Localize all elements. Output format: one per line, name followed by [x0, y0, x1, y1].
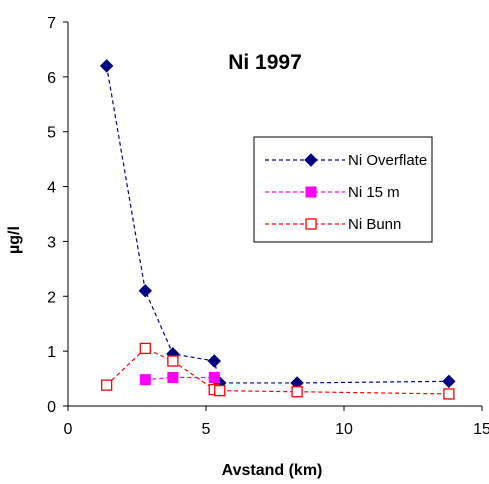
legend: Ni Overflate Ni 15 m Ni Bunn [253, 136, 433, 243]
ticks: 0 1 2 3 4 5 6 7 0 5 10 15 [47, 15, 489, 438]
y-axis-title: µg/l [6, 226, 23, 254]
x-tick-label: 5 [202, 421, 211, 438]
legend-marker [305, 186, 317, 198]
legend-marker [305, 218, 317, 230]
x-tick-label: 0 [64, 421, 73, 438]
axes [67, 22, 482, 407]
legend-entry: Ni 15 m [265, 184, 400, 201]
legend-entry: Ni Overflate [265, 152, 427, 169]
data-point [167, 371, 179, 383]
series-layer [99, 59, 456, 400]
series-line [145, 376, 215, 381]
y-tick-label: 1 [47, 344, 56, 361]
y-tick-label: 6 [47, 70, 56, 87]
chart-title: Ni 1997 [228, 51, 302, 74]
x-axis-title: Avstand (km) [222, 462, 323, 479]
data-point [207, 354, 221, 368]
legend-label: Ni Overflate [348, 152, 427, 169]
legend-label: Ni Bunn [348, 216, 401, 233]
data-point [99, 59, 114, 73]
data-point [139, 374, 151, 386]
series-3 [100, 342, 455, 400]
legend-entry: Ni Bunn [265, 216, 401, 233]
data-point [291, 386, 303, 398]
data-point [167, 355, 179, 367]
x-tick-label: 10 [335, 421, 353, 438]
legend-marker [304, 153, 318, 167]
data-point [100, 379, 113, 391]
legend-label: Ni 15 m [348, 184, 400, 201]
y-tick-label: 5 [47, 125, 56, 142]
y-tick-label: 3 [47, 234, 56, 251]
data-point [214, 384, 226, 397]
series-line [106, 347, 449, 395]
data-point [442, 374, 456, 389]
data-point [139, 342, 151, 355]
y-tick-label: 0 [47, 399, 56, 416]
y-tick-label: 4 [47, 180, 56, 197]
y-tick-label: 2 [47, 289, 56, 306]
data-point [208, 371, 220, 383]
y-tick-label: 7 [47, 15, 56, 32]
series-1 [99, 59, 456, 390]
series-2 [139, 371, 220, 386]
x-tick-label: 15 [473, 421, 489, 438]
data-point [138, 284, 152, 298]
data-point [443, 388, 455, 400]
